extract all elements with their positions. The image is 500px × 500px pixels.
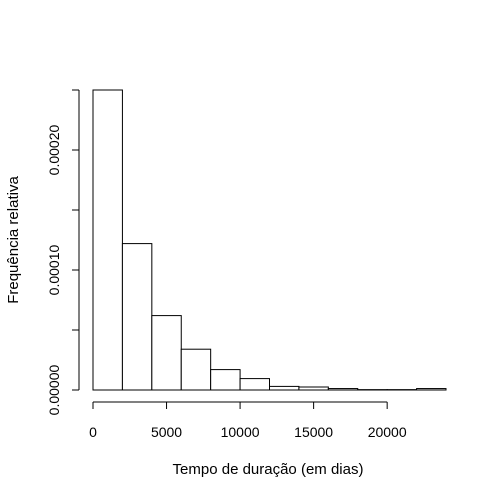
histogram-bar-4 xyxy=(180,348,212,391)
x-axis: 0 5000 10000 15000 20000 xyxy=(89,401,407,440)
y-axis: 0.00000 0.00010 0.00020 xyxy=(46,89,80,415)
y-tick-label-0: 0.00000 xyxy=(46,364,62,415)
histogram-bar-7 xyxy=(269,385,300,391)
x-axis-label: Tempo de duração (em dias) xyxy=(173,461,364,478)
histogram-bar-6 xyxy=(239,378,270,391)
histogram-bar-5 xyxy=(210,369,241,391)
histogram-bar-9 xyxy=(327,388,359,391)
x-tick-label-4: 20000 xyxy=(368,424,407,440)
histogram-bar-8 xyxy=(298,386,329,391)
histogram-bar-3 xyxy=(151,315,182,391)
x-tick-label-3: 15000 xyxy=(294,424,333,440)
histogram-bar-1 xyxy=(92,89,123,391)
histogram-bars xyxy=(92,89,447,391)
x-tick-label-0: 0 xyxy=(89,424,97,440)
y-tick-label-4: 0.00020 xyxy=(46,124,62,175)
y-axis-label: Frequência relativa xyxy=(5,176,22,304)
histogram-bar-12 xyxy=(416,388,447,391)
x-tick-label-2: 10000 xyxy=(221,424,260,440)
histogram-bar-2 xyxy=(121,243,153,391)
x-tick-label-1: 5000 xyxy=(151,424,182,440)
y-tick-label-2: 0.00010 xyxy=(46,244,62,295)
